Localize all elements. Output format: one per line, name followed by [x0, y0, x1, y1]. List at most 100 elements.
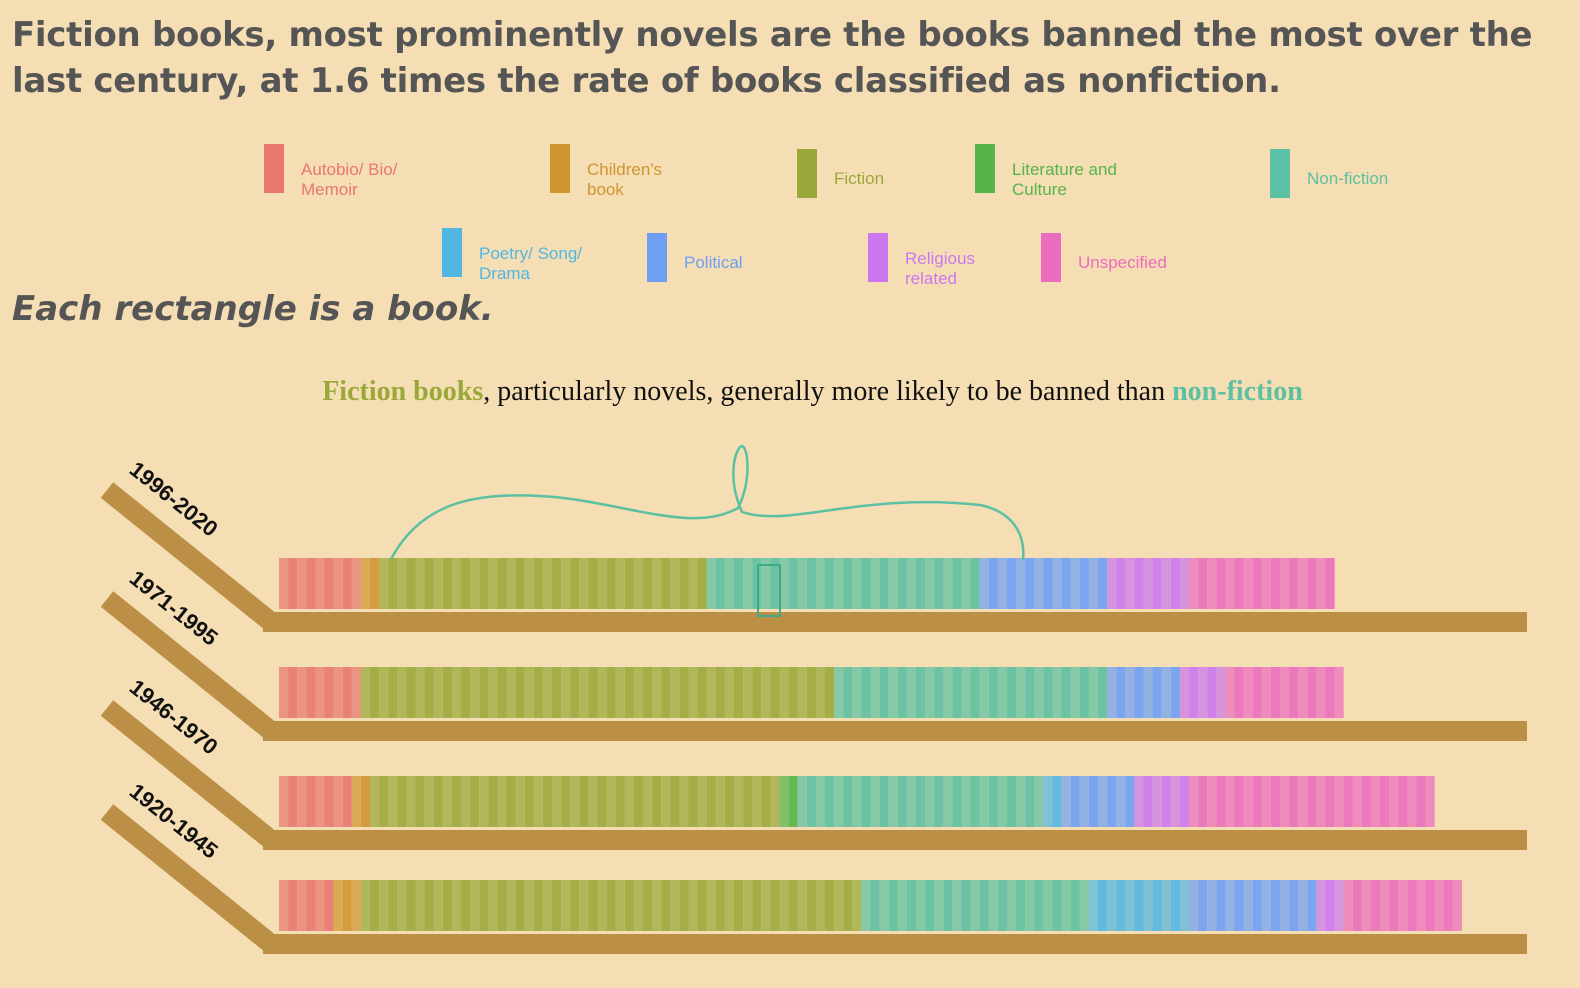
book-political	[1034, 558, 1044, 609]
book-nonfiction	[906, 776, 916, 827]
book-fiction	[706, 776, 716, 827]
book-fiction	[506, 880, 516, 931]
book-political	[1107, 667, 1117, 718]
book-nonfiction	[870, 776, 880, 827]
book-fiction	[770, 667, 780, 718]
book-political	[1252, 880, 1262, 931]
book-nonfiction	[806, 558, 816, 609]
book-fiction	[815, 667, 825, 718]
book-religious	[1179, 776, 1189, 827]
book-autobio	[324, 558, 334, 609]
book-poetry	[1161, 880, 1171, 931]
book-fiction	[652, 667, 662, 718]
book-nonfiction	[916, 558, 926, 609]
book-autobio	[288, 667, 298, 718]
legend-swatch-fiction	[797, 149, 817, 198]
book-nonfiction	[879, 776, 889, 827]
book-nonfiction	[897, 880, 907, 931]
book-fiction	[688, 776, 698, 827]
legend-swatch-nonfiction	[1270, 149, 1290, 198]
book-fiction	[360, 880, 370, 931]
book-fiction	[397, 558, 407, 609]
book-fiction	[752, 667, 762, 718]
book-nonfiction	[952, 880, 962, 931]
book-autobio	[324, 667, 334, 718]
book-autobio	[333, 667, 343, 718]
book-fiction	[451, 667, 461, 718]
book-fiction	[761, 667, 771, 718]
book-nonfiction	[843, 776, 853, 827]
book-fiction	[670, 776, 680, 827]
book-fiction	[524, 776, 534, 827]
book-fiction	[697, 776, 707, 827]
book-poetry	[1088, 880, 1098, 931]
book-political	[1098, 776, 1108, 827]
book-political	[1143, 667, 1153, 718]
highlighted-book	[757, 564, 781, 617]
book-fiction	[834, 880, 844, 931]
book-political	[1270, 880, 1280, 931]
book-nonfiction	[961, 776, 971, 827]
book-fiction	[552, 880, 562, 931]
book-fiction	[743, 667, 753, 718]
book-unspecified	[1261, 667, 1271, 718]
book-nonfiction	[1016, 776, 1026, 827]
book-unspecified	[1352, 776, 1362, 827]
book-unspecified	[1398, 880, 1408, 931]
book-fiction	[688, 880, 698, 931]
book-fiction	[515, 667, 525, 718]
book-fiction	[761, 776, 771, 827]
book-nonfiction	[706, 558, 716, 609]
book-fiction	[533, 558, 543, 609]
chart-headline: Fiction books, most prominently novels a…	[12, 15, 1533, 101]
book-political	[1298, 880, 1308, 931]
book-unspecified	[1189, 776, 1199, 827]
book-autobio	[297, 558, 307, 609]
book-fiction	[615, 558, 625, 609]
book-autobio	[306, 667, 316, 718]
book-fiction	[488, 558, 498, 609]
book-fiction	[570, 776, 580, 827]
book-autobio	[306, 776, 316, 827]
book-fiction	[615, 776, 625, 827]
book-nonfiction	[943, 880, 953, 931]
book-political	[1088, 558, 1098, 609]
book-nonfiction	[988, 776, 998, 827]
book-fiction	[506, 776, 516, 827]
book-unspecified	[1334, 776, 1344, 827]
book-unspecified	[1198, 558, 1208, 609]
book-nonfiction	[715, 558, 725, 609]
book-autobio	[297, 776, 307, 827]
book-unspecified	[1207, 776, 1217, 827]
book-fiction	[770, 776, 780, 827]
book-nonfiction	[843, 667, 853, 718]
book-nonfiction	[1061, 667, 1071, 718]
book-fiction	[552, 667, 562, 718]
book-unspecified	[1298, 558, 1308, 609]
book-nonfiction	[997, 667, 1007, 718]
book-political	[1070, 558, 1080, 609]
book-unspecified	[1352, 880, 1362, 931]
book-unspecified	[1452, 880, 1462, 931]
book-nonfiction	[815, 558, 825, 609]
book-unspecified	[1316, 667, 1326, 718]
book-fiction	[724, 667, 734, 718]
book-fiction	[397, 880, 407, 931]
book-nonfiction	[825, 776, 835, 827]
book-nonfiction	[1043, 880, 1053, 931]
book-fiction	[397, 776, 407, 827]
book-fiction	[615, 667, 625, 718]
book-nonfiction	[1025, 776, 1035, 827]
book-unspecified	[1307, 667, 1317, 718]
book-nonfiction	[788, 558, 798, 609]
book-fiction	[588, 880, 598, 931]
book-fiction	[597, 880, 607, 931]
book-poetry	[1170, 880, 1180, 931]
book-fiction	[788, 880, 798, 931]
book-fiction	[715, 667, 725, 718]
book-unspecified	[1389, 880, 1399, 931]
book-fiction	[461, 776, 471, 827]
book-fiction	[661, 558, 671, 609]
book-nonfiction	[797, 558, 807, 609]
book-unspecified	[1234, 558, 1244, 609]
